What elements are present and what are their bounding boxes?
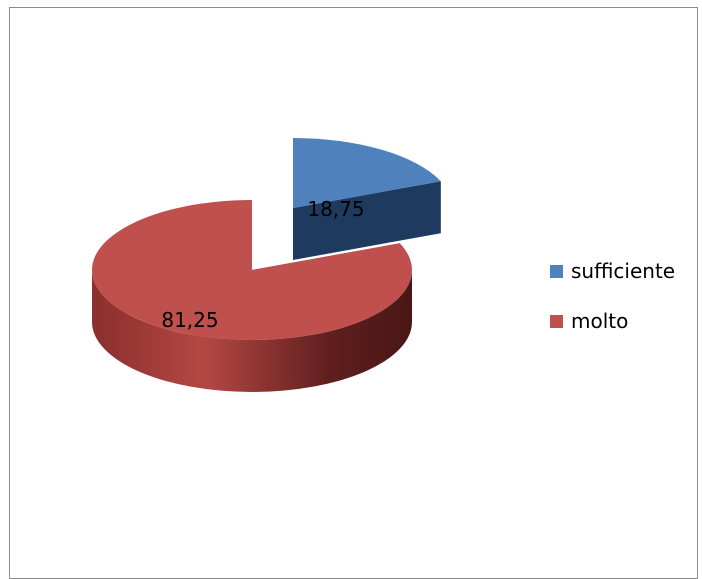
slice-molto [92, 199, 413, 340]
legend-label-molto: molto [571, 309, 629, 333]
slice-cut-sufficiente-1 [293, 181, 441, 260]
legend: sufficiente molto [550, 258, 675, 358]
legend-swatch-sufficiente [550, 264, 563, 278]
slice-sufficiente [293, 138, 441, 208]
legend-swatch-molto [550, 314, 563, 328]
legend-label-sufficiente: sufficiente [571, 259, 676, 283]
data-label-molto: 81,25 [161, 308, 218, 332]
slice-side-molto-0 [92, 270, 412, 392]
legend-item-molto: molto [550, 308, 675, 334]
data-label-sufficiente: 18,75 [307, 197, 364, 221]
legend-item-sufficiente: sufficiente [550, 258, 675, 284]
